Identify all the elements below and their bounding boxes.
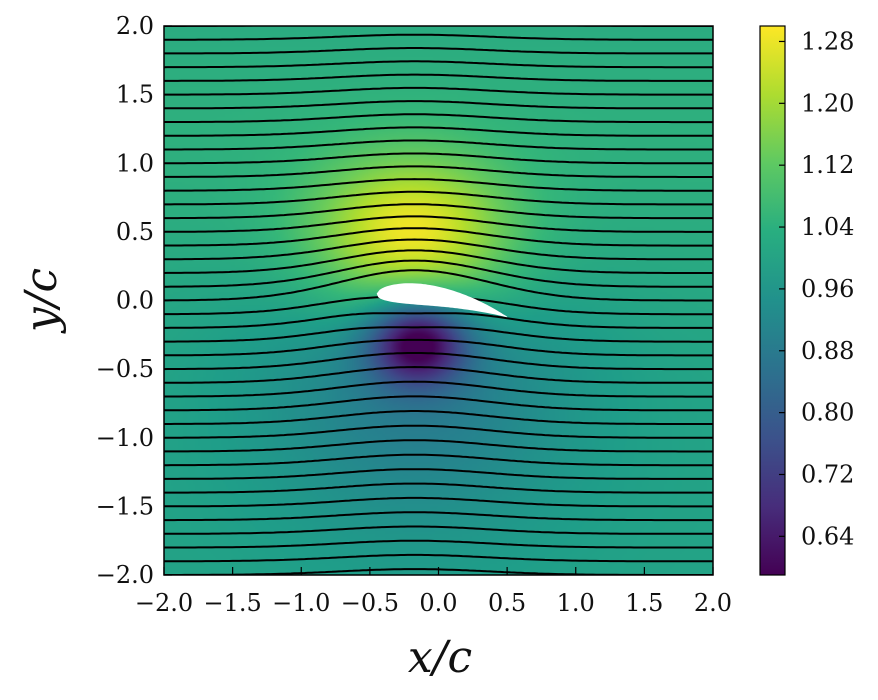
streamline bbox=[164, 60, 713, 69]
x-tick-label: 1.5 bbox=[625, 589, 663, 617]
streamline bbox=[164, 511, 713, 522]
y-axis-label: y/c bbox=[16, 268, 67, 334]
streamline bbox=[164, 178, 713, 192]
y-tick-label: 0.0 bbox=[116, 287, 154, 315]
streamline bbox=[164, 312, 713, 329]
streamline bbox=[164, 215, 713, 233]
streamline bbox=[164, 33, 713, 41]
streamline bbox=[164, 100, 713, 110]
x-tick-label: 2.0 bbox=[694, 589, 732, 617]
colorbar-tick-label: 1.20 bbox=[801, 89, 854, 117]
streamline bbox=[164, 227, 713, 247]
colorbar-tick-label: 1.04 bbox=[801, 213, 854, 241]
x-tick-label: 0.5 bbox=[488, 589, 526, 617]
y-tick-label: 1.5 bbox=[116, 81, 154, 109]
streamline bbox=[164, 525, 713, 535]
streamline bbox=[164, 395, 713, 412]
colorbar-ticks: 1.28 1.20 1.12 1.04 0.96 0.88 0.80 0.72 0.64 bbox=[779, 27, 854, 550]
streamline bbox=[164, 47, 713, 55]
y-axis-ticks: 2.0 1.5 1.0 0.5 0.0 −0.5 −1.0 −1.5 −2.0 bbox=[96, 12, 172, 589]
streamline bbox=[164, 259, 713, 288]
colorbar-tick-label: 0.72 bbox=[801, 460, 854, 488]
x-axis-label: x/c bbox=[408, 632, 472, 683]
y-tick-label: 2.0 bbox=[116, 12, 154, 40]
streamline bbox=[164, 326, 713, 343]
y-tick-label: 1.0 bbox=[116, 149, 154, 177]
streamline bbox=[164, 380, 713, 398]
colorbar-tick-label: 0.80 bbox=[801, 399, 854, 427]
streamline bbox=[164, 249, 713, 274]
colorbar: 1.28 1.20 1.12 1.04 0.96 0.88 0.80 0.72 0.64 bbox=[759, 25, 854, 576]
x-axis-ticks: −2.0 −1.5 −1.0 −0.5 0.0 0.5 1.0 1.5 2.0 bbox=[135, 567, 732, 617]
colorbar-tick-label: 1.28 bbox=[801, 27, 854, 55]
streamline bbox=[164, 238, 713, 261]
streamline bbox=[164, 113, 713, 124]
streamline bbox=[164, 496, 713, 508]
streamline bbox=[164, 190, 713, 206]
y-tick-label: −1.5 bbox=[96, 492, 154, 520]
x-tick-label: −1.0 bbox=[272, 589, 330, 617]
streamline bbox=[164, 126, 713, 137]
y-tick-label: −1.0 bbox=[96, 424, 154, 452]
streamline bbox=[164, 439, 713, 453]
streamlines bbox=[164, 26, 713, 575]
streamline bbox=[164, 424, 713, 439]
streamline bbox=[164, 365, 713, 384]
streamline bbox=[164, 482, 713, 494]
streamline bbox=[164, 165, 713, 178]
colorbar-gradient bbox=[759, 25, 786, 576]
y-tick-label: 0.5 bbox=[116, 218, 154, 246]
colorbar-tick-label: 0.64 bbox=[801, 522, 854, 550]
x-tick-label: 1.0 bbox=[557, 589, 595, 617]
x-tick-label: −0.5 bbox=[341, 589, 399, 617]
streamline bbox=[164, 410, 713, 425]
streamline bbox=[164, 338, 713, 357]
x-tick-label: −1.5 bbox=[203, 589, 261, 617]
streamline bbox=[164, 139, 713, 151]
streamline bbox=[164, 203, 713, 220]
airfoil-shape bbox=[376, 283, 508, 318]
streamline bbox=[164, 553, 713, 563]
streamline bbox=[164, 539, 713, 549]
streamline bbox=[164, 73, 713, 82]
streamline bbox=[164, 269, 713, 302]
streamline bbox=[164, 352, 713, 371]
y-tick-label: −0.5 bbox=[96, 355, 154, 383]
streamline bbox=[164, 468, 713, 480]
y-tick-label: −2.0 bbox=[96, 561, 154, 589]
colorbar-tick-label: 0.96 bbox=[801, 275, 854, 303]
streamline bbox=[164, 86, 713, 96]
plot-area: −2.0 −1.5 −1.0 −0.5 0.0 0.5 1.0 1.5 2.0 2.0 1.5 1.… bbox=[96, 12, 732, 617]
streamline bbox=[164, 453, 713, 467]
colorbar-tick-label: 0.88 bbox=[801, 337, 854, 365]
colorbar-tick-label: 1.12 bbox=[801, 151, 854, 179]
x-tick-label: −2.0 bbox=[135, 589, 193, 617]
streamline bbox=[164, 152, 713, 165]
x-tick-label: 0.0 bbox=[419, 589, 457, 617]
